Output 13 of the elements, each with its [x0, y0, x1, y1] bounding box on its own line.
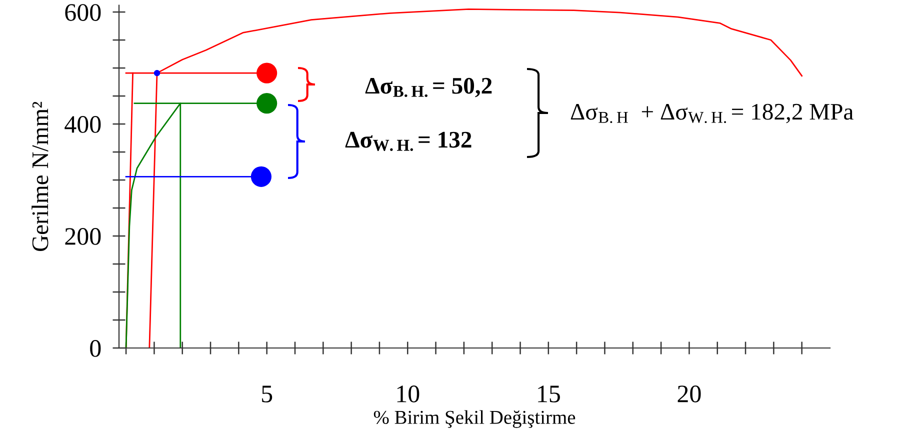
y-tick-label: 200: [65, 228, 101, 245]
annotation: Δσ$_{W.H.}$= 132: [345, 132, 472, 151]
y-tick-label: 0: [90, 340, 101, 357]
annotation: Δσ$_{B.H.}$= 50,2: [365, 78, 492, 98]
y-tick-label: 600: [65, 4, 101, 21]
x-axis-title: % Birim Şekil Değiştirme: [374, 410, 576, 428]
x-tick-label: 10: [397, 386, 420, 402]
x-tick-label: 15: [538, 386, 560, 402]
annotation: Δσ$_{B.H}$ + Δσ$_{W.H.}$= 182,2 MPa: [570, 104, 854, 124]
x-tick-label: 5: [262, 386, 272, 402]
x-tick-label: 20: [678, 386, 701, 402]
y-tick-label: 400: [64, 116, 101, 133]
y-axis-title: Gerilme N/mm²: [32, 102, 48, 252]
